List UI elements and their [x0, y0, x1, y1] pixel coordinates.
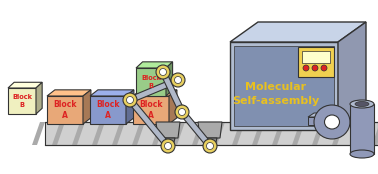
Polygon shape — [352, 122, 365, 145]
Polygon shape — [90, 96, 126, 124]
Polygon shape — [72, 122, 85, 145]
Polygon shape — [332, 122, 345, 145]
Circle shape — [161, 139, 175, 153]
Polygon shape — [126, 90, 134, 124]
Polygon shape — [112, 122, 125, 145]
Polygon shape — [308, 117, 336, 125]
Polygon shape — [156, 122, 180, 138]
Polygon shape — [292, 122, 305, 145]
Polygon shape — [234, 46, 334, 126]
Polygon shape — [192, 122, 205, 145]
Polygon shape — [32, 122, 45, 145]
Polygon shape — [252, 122, 265, 145]
Polygon shape — [312, 122, 325, 145]
Polygon shape — [83, 90, 91, 124]
Polygon shape — [136, 62, 173, 68]
Polygon shape — [45, 122, 378, 145]
Ellipse shape — [350, 100, 374, 108]
Text: Molecular
Self-assembly: Molecular Self-assembly — [232, 82, 320, 106]
Polygon shape — [230, 42, 338, 130]
Circle shape — [175, 105, 189, 119]
Circle shape — [127, 97, 133, 104]
FancyBboxPatch shape — [302, 51, 330, 63]
Ellipse shape — [355, 101, 369, 106]
Text: Block
B: Block B — [12, 94, 32, 108]
Polygon shape — [338, 22, 366, 130]
Polygon shape — [212, 122, 225, 145]
Circle shape — [175, 77, 181, 84]
Ellipse shape — [314, 105, 350, 139]
Polygon shape — [132, 122, 145, 145]
Polygon shape — [172, 122, 185, 145]
Text: Block
A: Block A — [53, 100, 77, 120]
Polygon shape — [47, 90, 91, 96]
Circle shape — [312, 65, 318, 71]
Polygon shape — [169, 90, 177, 124]
Polygon shape — [166, 62, 173, 96]
Circle shape — [123, 93, 137, 107]
Polygon shape — [272, 122, 285, 145]
Polygon shape — [133, 90, 177, 96]
Polygon shape — [230, 22, 366, 42]
Circle shape — [178, 109, 186, 116]
Polygon shape — [198, 122, 222, 138]
Polygon shape — [180, 110, 212, 148]
Polygon shape — [161, 138, 175, 146]
Text: Block
B: Block B — [141, 75, 161, 89]
Circle shape — [160, 69, 166, 76]
FancyBboxPatch shape — [298, 47, 334, 77]
Circle shape — [321, 65, 327, 71]
Ellipse shape — [350, 150, 374, 158]
Circle shape — [164, 143, 172, 149]
Polygon shape — [90, 90, 134, 96]
Polygon shape — [308, 113, 342, 117]
Polygon shape — [36, 82, 42, 114]
Text: Block
A: Block A — [139, 100, 163, 120]
Circle shape — [156, 65, 170, 79]
Polygon shape — [128, 98, 170, 148]
Circle shape — [206, 143, 214, 149]
Ellipse shape — [324, 115, 339, 129]
Polygon shape — [129, 77, 179, 103]
Polygon shape — [232, 122, 245, 145]
Circle shape — [171, 73, 185, 87]
Polygon shape — [133, 96, 169, 124]
Polygon shape — [136, 68, 166, 96]
Polygon shape — [47, 96, 83, 124]
Polygon shape — [52, 122, 65, 145]
Polygon shape — [8, 82, 42, 88]
Text: Block
A: Block A — [96, 100, 120, 120]
Polygon shape — [372, 122, 378, 145]
Circle shape — [303, 65, 309, 71]
Polygon shape — [350, 104, 374, 154]
Circle shape — [203, 139, 217, 153]
Polygon shape — [152, 122, 165, 145]
Polygon shape — [160, 71, 185, 113]
Polygon shape — [8, 88, 36, 114]
Polygon shape — [203, 138, 217, 146]
Polygon shape — [92, 122, 105, 145]
